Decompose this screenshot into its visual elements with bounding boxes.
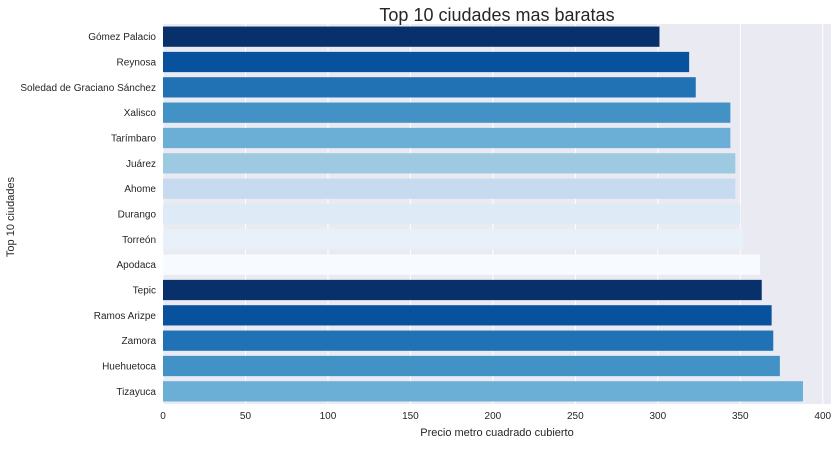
x-tick-label: 150 (402, 411, 419, 422)
bar (163, 279, 762, 301)
y-tick-label: Ahome (124, 184, 156, 195)
x-tick-label: 50 (240, 411, 252, 422)
x-tick-label: 400 (814, 411, 831, 422)
bar (163, 330, 774, 351)
bar (163, 51, 690, 73)
bar (163, 305, 772, 326)
y-tick-label: Tepic (133, 286, 156, 297)
x-tick-label: 250 (567, 411, 584, 422)
bar (163, 203, 741, 225)
bar (163, 127, 731, 149)
y-tick-label: Xalisco (124, 108, 157, 119)
x-tick-label: 0 (160, 411, 166, 422)
bar (163, 381, 803, 402)
y-tick-label: Apodaca (117, 260, 157, 271)
bar (163, 178, 736, 199)
bar (163, 102, 731, 123)
x-tick-labels: 0 50 100 150 200 250 300 350 400 (160, 411, 831, 422)
bar (163, 254, 761, 275)
bar (163, 153, 736, 174)
x-tick-label: 350 (732, 411, 749, 422)
chart-title: Top 10 ciudades mas baratas (379, 5, 614, 25)
y-tick-label: Huehuetoca (102, 362, 156, 373)
y-tick-label: Zamora (122, 336, 157, 347)
bar (163, 26, 660, 47)
y-tick-label: Ramos Arizpe (94, 311, 157, 322)
y-tick-label: Torreón (122, 235, 156, 246)
y-tick-label: Juárez (126, 159, 156, 170)
bar (163, 355, 780, 377)
y-tick-labels: Gómez Palacio Reynosa Soledad de Graciano … (20, 32, 156, 398)
x-tick-label: 300 (649, 411, 666, 422)
bar (163, 77, 696, 98)
x-tick-label: 200 (485, 411, 502, 422)
x-axis-label: Precio metro cuadrado cubierto (420, 427, 573, 439)
y-tick-label: Gómez Palacio (88, 32, 156, 43)
y-tick-label: Reynosa (117, 58, 157, 69)
y-tick-label: Tizayuca (116, 387, 156, 398)
bar (163, 229, 744, 250)
y-axis-label: Top 10 ciudades (5, 176, 17, 257)
x-tick-label: 100 (320, 411, 337, 422)
bars (163, 26, 803, 402)
y-tick-label: Soledad de Graciano Sánchez (20, 83, 156, 94)
y-tick-label: Tarímbaro (111, 134, 156, 145)
y-tick-label: Durango (118, 210, 157, 221)
